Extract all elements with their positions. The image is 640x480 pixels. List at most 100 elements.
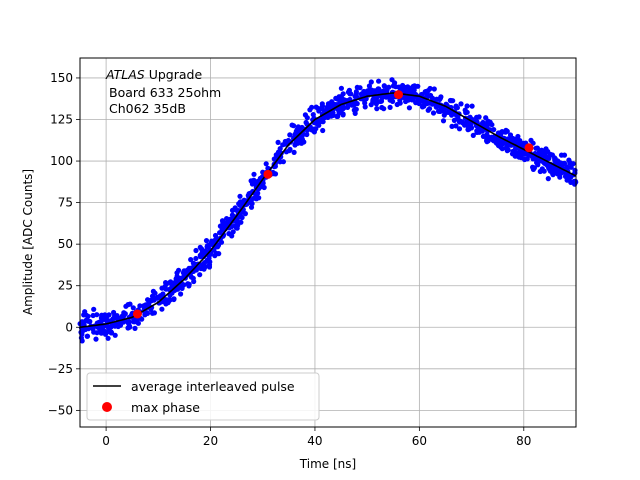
sample-point — [524, 156, 530, 162]
sample-point — [149, 297, 155, 303]
sample-point — [79, 331, 85, 337]
sample-point — [440, 118, 447, 124]
sample-point — [456, 126, 463, 132]
sample-point — [376, 78, 382, 84]
sample-point — [518, 148, 524, 154]
sample-point — [79, 338, 85, 344]
sample-point — [435, 108, 442, 114]
sample-point — [93, 336, 99, 342]
sample-point — [248, 204, 255, 210]
sample-point — [94, 312, 100, 318]
sample-point — [151, 310, 157, 316]
sample-point — [474, 114, 480, 120]
sample-point — [144, 310, 150, 316]
sample-point — [139, 316, 145, 322]
sample-point — [160, 291, 166, 297]
sample-point — [431, 86, 437, 92]
sample-point — [333, 95, 339, 101]
x-tick-label: 0 — [102, 434, 110, 448]
sample-point — [242, 211, 248, 217]
sample-point — [498, 144, 504, 150]
sample-point — [291, 149, 297, 155]
sample-point — [377, 98, 383, 105]
sample-point — [108, 330, 114, 336]
sample-point — [551, 167, 558, 173]
sample-point — [512, 153, 518, 159]
sample-point — [304, 131, 310, 138]
legend-marker-swatch — [102, 402, 112, 412]
sample-point — [112, 332, 118, 338]
sample-point — [275, 149, 282, 155]
x-axis-label: Time [ns] — [299, 457, 356, 471]
sample-point — [302, 112, 308, 118]
sample-point — [251, 171, 257, 177]
sample-point — [310, 112, 316, 118]
sample-point — [233, 207, 239, 213]
sample-point — [126, 319, 132, 325]
sample-point — [251, 195, 257, 201]
sample-point — [458, 101, 464, 107]
sample-point — [425, 107, 431, 113]
sample-point — [467, 121, 474, 127]
sample-point — [272, 171, 279, 177]
sample-point — [143, 302, 149, 308]
sample-point — [485, 138, 491, 144]
sample-point — [287, 146, 293, 152]
sample-point — [480, 133, 486, 139]
sample-point — [85, 313, 91, 319]
sample-point — [230, 229, 236, 235]
sample-point — [479, 128, 485, 134]
sample-point — [203, 238, 210, 244]
annotation-upgrade: Upgrade — [145, 67, 203, 82]
annotation: ATLAS Upgrade Board 633 25ohm Ch062 35dB — [105, 67, 221, 116]
sample-point — [353, 106, 359, 112]
sample-point — [558, 152, 565, 158]
sample-point — [424, 100, 430, 107]
max-phase-point — [132, 309, 142, 319]
sample-point — [179, 285, 185, 291]
sample-point — [543, 161, 550, 168]
legend-label-average: average interleaved pulse — [131, 379, 295, 394]
sample-point — [84, 333, 91, 339]
sample-point — [400, 82, 406, 89]
y-tick-label: 25 — [58, 279, 73, 293]
sample-point — [555, 161, 562, 167]
sample-point — [217, 223, 223, 229]
sample-point — [362, 104, 368, 110]
sample-point — [415, 83, 421, 89]
sample-point — [545, 176, 551, 182]
sample-point — [132, 325, 138, 331]
sample-point — [464, 103, 470, 109]
y-tick-label: 100 — [50, 154, 73, 168]
sample-point — [168, 279, 174, 285]
sample-point — [340, 91, 346, 97]
y-axis-label: Amplitude [ADC Counts] — [21, 169, 35, 315]
sample-point — [135, 320, 141, 326]
sample-point — [91, 306, 97, 312]
x-tick-label: 80 — [516, 434, 531, 448]
y-tick-label: 125 — [50, 113, 73, 127]
sample-point — [528, 137, 534, 143]
sample-point — [280, 159, 286, 165]
sample-point — [464, 109, 470, 115]
y-tick-label: −25 — [48, 362, 73, 376]
x-tick-label: 20 — [203, 434, 218, 448]
sample-point — [285, 137, 291, 144]
sample-point — [353, 91, 359, 97]
sample-point — [90, 325, 96, 331]
sample-point — [289, 122, 295, 128]
sample-point — [82, 309, 88, 315]
sample-point — [197, 272, 203, 278]
sample-point — [159, 285, 165, 291]
x-axis: 0 20 40 60 80 — [102, 427, 531, 448]
sample-point — [319, 103, 326, 109]
sample-point — [163, 280, 169, 286]
sample-point — [275, 139, 281, 145]
sample-point — [307, 107, 313, 113]
sample-point — [105, 335, 111, 341]
sample-point — [409, 97, 415, 103]
svg-text:ATLAS Upgrade: ATLAS Upgrade — [105, 67, 202, 82]
sample-point — [123, 303, 129, 309]
max-phase-point — [524, 143, 534, 153]
